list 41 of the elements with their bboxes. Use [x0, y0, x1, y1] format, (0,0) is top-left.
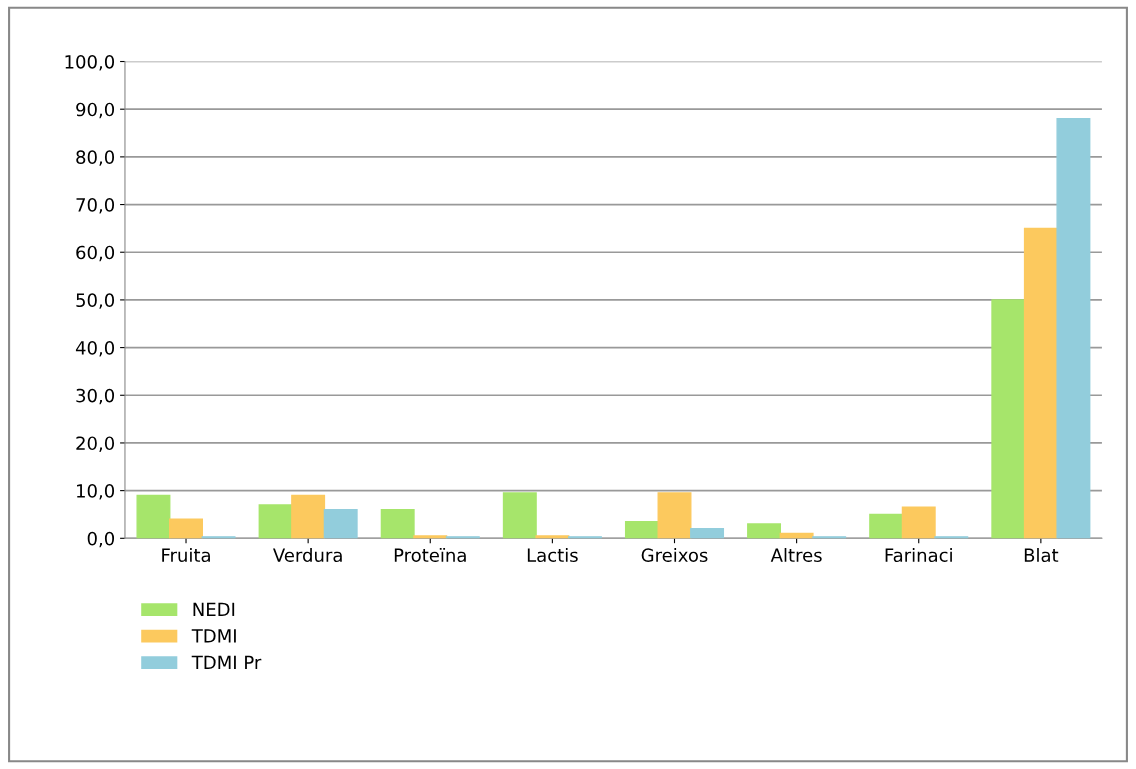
y-tick-label: 30,0 — [76, 388, 115, 405]
y-tick-label: 0,0 — [87, 531, 115, 548]
bar — [169, 518, 203, 539]
bar — [779, 532, 814, 539]
y-tick-label: 100,0 — [65, 54, 115, 71]
bar — [258, 504, 293, 539]
y-tick-label: 80,0 — [76, 150, 115, 166]
bar — [991, 299, 1026, 539]
bar — [869, 513, 904, 539]
x-tick-label: Blat — [1024, 548, 1059, 562]
bar — [657, 492, 692, 539]
bar — [690, 528, 725, 539]
bar — [624, 520, 659, 539]
legend-label: NEDI — [193, 602, 235, 616]
x-tick-label: Verdura — [273, 548, 342, 562]
y-tick-label: 70,0 — [76, 198, 115, 214]
y-tick-label: 50,0 — [76, 293, 115, 309]
bar — [323, 508, 358, 539]
y-tick-label: 40,0 — [75, 341, 115, 357]
bar — [136, 494, 171, 539]
legend-label: TDMI Pr — [191, 655, 262, 669]
y-tick-label: 60,0 — [76, 245, 115, 262]
y-tick-label: 90,0 — [76, 102, 115, 119]
bar — [1023, 227, 1058, 539]
bar — [901, 506, 936, 539]
x-tick-label: Fruita — [162, 548, 210, 562]
bar — [747, 523, 782, 539]
bar — [413, 535, 448, 539]
y-tick-label: 20,0 — [76, 436, 115, 452]
x-tick-label: Farinaci — [885, 548, 952, 562]
x-tick-label: Greixos — [641, 548, 708, 562]
bar — [535, 535, 570, 539]
y-tick-label: 10,0 — [77, 484, 115, 500]
bar — [380, 508, 415, 539]
legend-label: TDMI — [191, 629, 236, 643]
bar — [1056, 118, 1091, 539]
bar — [502, 492, 537, 539]
x-tick-label: Proteïna — [394, 548, 466, 562]
x-tick-label: Lactis — [527, 548, 578, 562]
x-tick-label: Altres — [770, 548, 822, 562]
bar — [291, 494, 326, 539]
